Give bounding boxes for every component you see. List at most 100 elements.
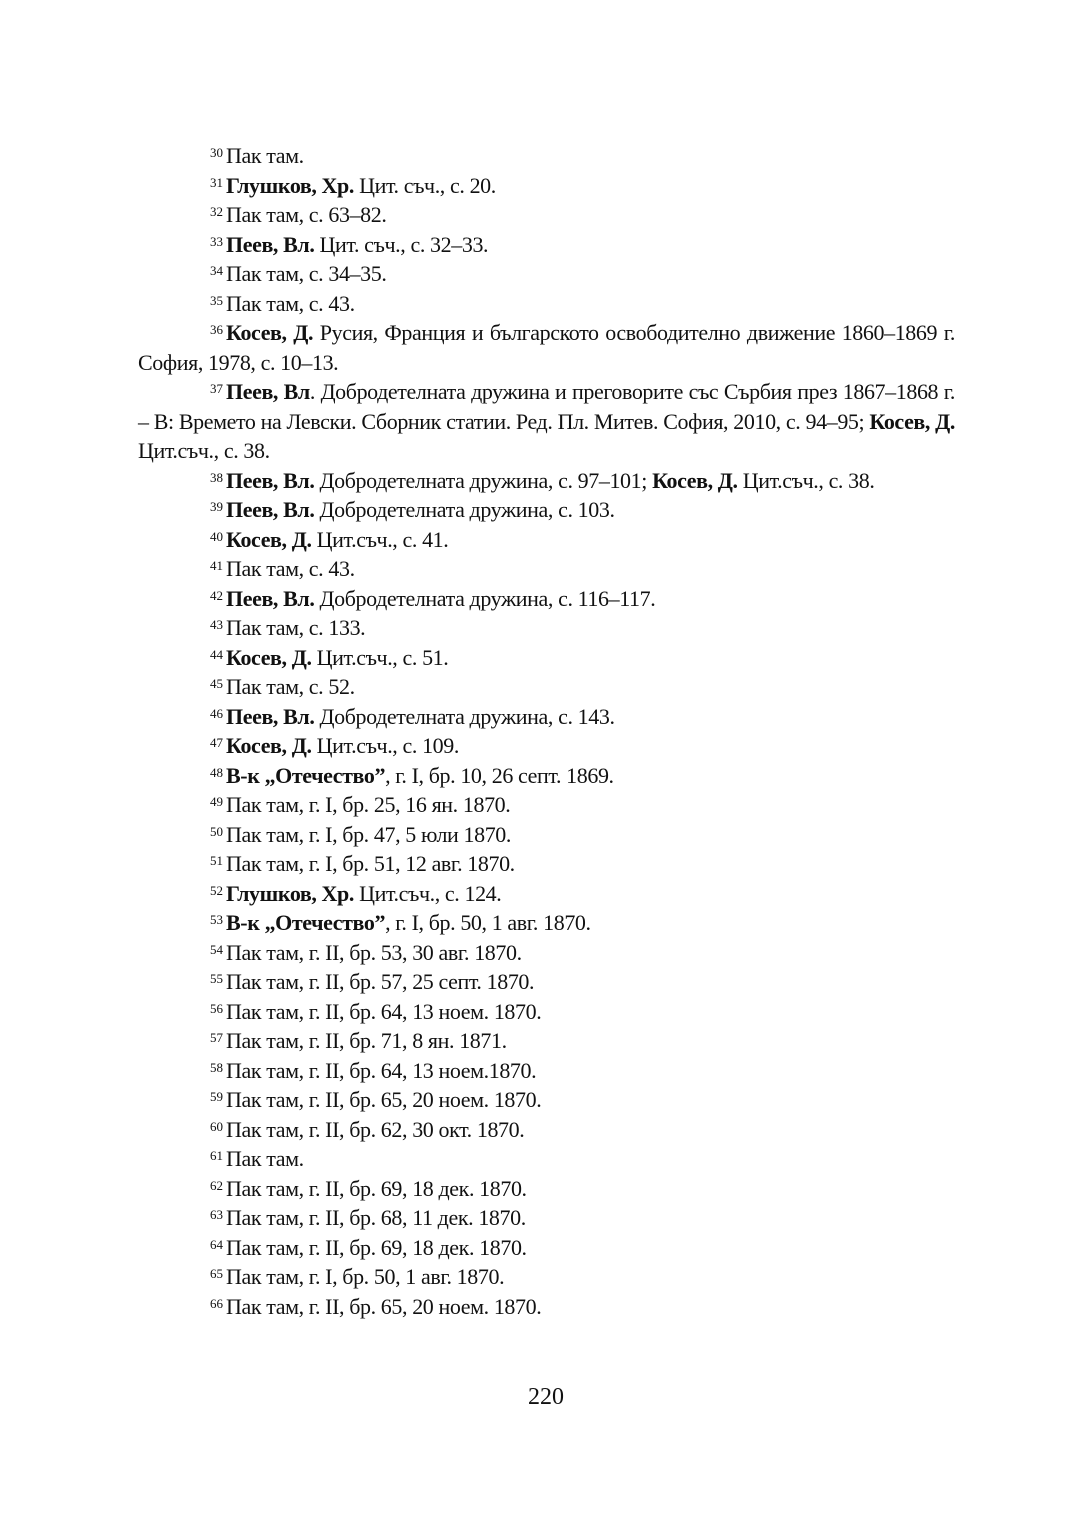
footnote-44: 44 Косев, Д. Цит.съч., с. 51.	[138, 643, 955, 673]
footnote-author: Пеев, Вл.	[226, 585, 315, 611]
footnotes-list: 30 Пак там. 31 Глушков, Хр. Цит. съч., с. 2…	[138, 141, 955, 1321]
footnote-42: 42 Пеев, Вл. Добродетелната дружина, с. 1…	[138, 584, 955, 614]
footnote-number: 32	[210, 204, 223, 219]
footnote-text: Пак там, г. I, бр. 47, 5 юли 1870.	[226, 821, 512, 847]
footnote-51: 51 Пак там, г. I, бр. 51, 12 авг. 1870.	[138, 849, 955, 879]
footnote-33: 33 Пеев, Вл. Цит. съч., с. 32–33.	[138, 230, 955, 260]
footnote-45: 45 Пак там, с. 52.	[138, 672, 955, 702]
footnote-number: 31	[210, 174, 223, 190]
footnote-number: 60	[210, 1118, 223, 1134]
footnote-number: 64	[210, 1236, 223, 1252]
footnote-63: 63 Пак там, г. II, бр. 68, 11 дек. 1870.	[138, 1203, 955, 1233]
footnote-39: 39 Пеев, Вл. Добродетелната дружина, с. 1…	[138, 495, 955, 525]
footnote-text: Пак там, г. I, бр. 50, 1 авг. 1870.	[226, 1264, 505, 1289]
footnote-author: В-к „Отечество”	[226, 762, 386, 788]
footnote-48: 48 В-к „Отечество”, г. I, бр. 10, 26 септ…	[138, 761, 955, 791]
footnote-text: Пак там, г. II, бр. 69, 18 дек. 1870.	[226, 1234, 527, 1260]
footnote-text: Цит.съч., с. 38.	[138, 438, 270, 463]
footnote-32: 32 Пак там, с. 63–82.	[138, 200, 955, 230]
footnote-number: 45	[210, 676, 223, 691]
footnote-text: Пак там, с. 43.	[226, 556, 355, 581]
footnote-number: 62	[210, 1177, 223, 1193]
footnote-number: 65	[210, 1266, 223, 1281]
footnote-number: 52	[210, 882, 223, 898]
footnote-text: Пак там, г. I, бр. 25, 16 ян. 1870.	[226, 792, 511, 817]
footnote-number: 36	[210, 322, 223, 337]
footnote-number: 44	[210, 646, 223, 662]
footnote-text: Добродетелната дружина, с. 103.	[314, 497, 615, 522]
footnote-number: 39	[210, 499, 223, 514]
footnote-text: Цит.съч., с. 51.	[311, 644, 449, 670]
footnote-64: 64 Пак там, г. II, бр. 69, 18 дек. 1870.	[138, 1233, 955, 1263]
footnote-61: 61 Пак там.	[138, 1144, 955, 1174]
footnote-47: 47 Косев, Д. Цит.съч., с. 109.	[138, 731, 955, 761]
footnote-text: Пак там, г. II, бр. 65, 20 ноем. 1870.	[226, 1087, 542, 1112]
footnote-number: 46	[210, 705, 223, 721]
footnote-author: Косев, Д.	[869, 408, 955, 434]
footnote-author: Пеев, Вл.	[226, 467, 315, 493]
footnote-text: Пак там, с. 43.	[226, 290, 355, 316]
footnote-author: Глушков, Хр.	[226, 172, 354, 198]
footnote-53: 53 В-к „Отечество”, г. I, бр. 50, 1 авг. …	[138, 908, 955, 938]
footnote-65: 65 Пак там, г. I, бр. 50, 1 авг. 1870.	[138, 1262, 955, 1292]
footnote-59: 59 Пак там, г. II, бр. 65, 20 ноем. 1870.	[138, 1085, 955, 1115]
footnote-number: 38	[210, 469, 223, 485]
footnote-text: Добродетелната дружина, с. 97–101;	[314, 467, 653, 493]
footnote-number: 63	[210, 1207, 223, 1222]
footnote-number: 41	[210, 558, 223, 573]
footnote-55: 55 Пак там, г. II, бр. 57, 25 септ. 1870.	[138, 967, 955, 997]
footnote-number: 50	[210, 823, 223, 839]
footnote-text: , г. I, бр. 50, 1 авг. 1870.	[385, 910, 591, 935]
footnote-text: Пак там, с. 63–82.	[226, 202, 387, 227]
footnote-number: 37	[210, 381, 223, 396]
page-number: 220	[528, 1384, 564, 1410]
footnote-text: Пак там, г. II, бр. 71, 8 ян. 1871.	[226, 1028, 507, 1053]
footnote-35: 35 Пак там, с. 43.	[138, 289, 955, 319]
footnote-56: 56 Пак там, г. II, бр. 64, 13 ноем. 1870.	[138, 997, 955, 1027]
footnote-author: В-к „Отечество”	[226, 910, 386, 935]
footnote-text: . Добродетелната дружина и преговорите с…	[138, 379, 955, 434]
footnote-number: 47	[210, 735, 223, 750]
footnote-number: 54	[210, 941, 223, 957]
footnote-text: Пак там, с. 133.	[226, 615, 366, 640]
footnote-text: Добродетелната дружина, с. 116–117.	[314, 585, 656, 611]
footnote-text: Пак там.	[226, 143, 304, 168]
footnote-text: , г. I, бр. 10, 26 септ. 1869.	[385, 762, 614, 788]
footnote-author: Пеев, Вл.	[226, 703, 315, 729]
footnote-number: 66	[210, 1295, 223, 1311]
footnote-34: 34 Пак там, с. 34–35.	[138, 259, 955, 289]
footnote-text: Пак там, г. II, бр. 64, 13 ноем. 1870.	[226, 998, 542, 1024]
footnote-number: 30	[210, 145, 223, 160]
footnote-text: Пак там, г. II, бр. 57, 25 септ. 1870.	[226, 969, 535, 994]
footnote-number: 61	[210, 1148, 223, 1163]
footnote-number: 53	[210, 912, 223, 927]
footnote-number: 51	[210, 853, 223, 868]
footnote-author: Косев, Д.	[226, 526, 312, 552]
footnote-number: 59	[210, 1089, 223, 1104]
footnote-number: 48	[210, 764, 223, 780]
footnote-author: Косев, Д.	[226, 320, 314, 345]
footnote-number: 43	[210, 617, 223, 632]
footnote-40: 40 Косев, Д. Цит.съч., с. 41.	[138, 525, 955, 555]
footnote-text: Пак там, г. II, бр. 53, 30 авг. 1870.	[226, 939, 522, 965]
footnote-text: Цит. съч., с. 20.	[353, 172, 496, 198]
footnote-text: Пак там, г. I, бр. 51, 12 авг. 1870.	[226, 851, 515, 876]
footnote-30: 30 Пак там.	[138, 141, 955, 171]
footnote-36: 36 Косев, Д. Русия, Франция и българското…	[138, 318, 955, 377]
footnote-49: 49 Пак там, г. I, бр. 25, 16 ян. 1870.	[138, 790, 955, 820]
footnote-50: 50 Пак там, г. I, бр. 47, 5 юли 1870.	[138, 820, 955, 850]
footnote-text: Пак там, г. II, бр. 65, 20 ноем. 1870.	[226, 1293, 542, 1319]
footnote-31: 31 Глушков, Хр. Цит. съч., с. 20.	[138, 171, 955, 201]
footnote-number: 33	[210, 233, 223, 249]
footnote-text: Цит.съч., с. 124.	[353, 880, 502, 906]
footnote-author: Косев, Д.	[652, 467, 738, 493]
footnote-text: Добродетелната дружина, с. 143.	[314, 703, 615, 729]
footnote-46: 46 Пеев, Вл. Добродетелната дружина, с. 1…	[138, 702, 955, 732]
footnote-37: 37 Пеев, Вл. Добродетелната дружина и пре…	[138, 377, 955, 466]
footnote-text: Пак там, с. 34–35.	[226, 261, 387, 286]
footnote-number: 58	[210, 1059, 223, 1075]
footnote-54: 54 Пак там, г. II, бр. 53, 30 авг. 1870.	[138, 938, 955, 968]
footnote-text: Пак там.	[226, 1146, 304, 1171]
footnote-text: Цит. съч., с. 32–33.	[314, 231, 489, 257]
footnote-number: 56	[210, 1000, 223, 1016]
